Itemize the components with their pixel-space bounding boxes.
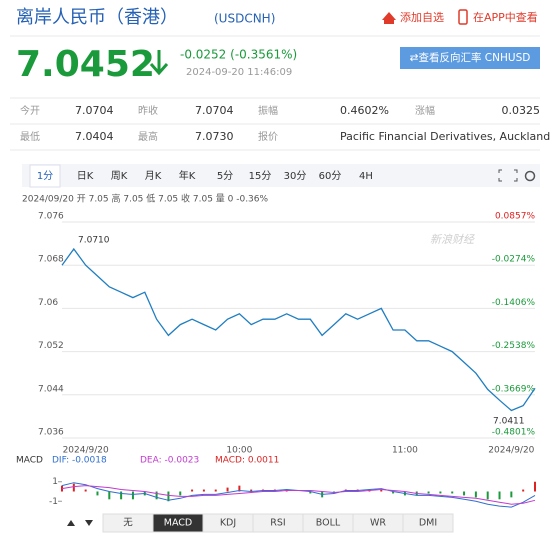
tab-selected[interactable] <box>29 164 61 188</box>
reverse-button-label[interactable]: ⇄查看反向汇率 CNHUSD <box>410 51 531 64</box>
indicator-tab-label[interactable]: MACD <box>164 518 192 529</box>
stat-value: 7.0730 <box>195 130 234 143</box>
down-icon[interactable] <box>85 520 93 526</box>
change: -0.0252 (-0.3561%) <box>180 48 297 62</box>
tab[interactable]: 1分 <box>37 170 53 182</box>
stat-value: 7.0704 <box>75 104 114 117</box>
annotation: 7.0411 <box>493 417 525 427</box>
indicator-tab[interactable] <box>402 513 454 533</box>
y-tick-label: 1 <box>52 477 58 487</box>
price-line <box>61 247 536 412</box>
add-watchlist[interactable]: 添加自选 <box>400 10 444 24</box>
macd-chart: MACD DIF: -0.0018 DEA: -0.0023 MACD: 0.0011… <box>16 456 536 508</box>
tab[interactable]: 日K <box>77 171 94 182</box>
reverse-button[interactable] <box>400 47 540 69</box>
legend-entry: DIF: -0.0018 <box>52 456 107 466</box>
x-tick-label: 2024/9/20 <box>63 446 109 456</box>
open-app[interactable]: 在APP中查看 <box>473 10 538 24</box>
indicator-tab-label[interactable]: WR <box>370 518 386 529</box>
title: 离岸人民币（香港） <box>16 7 178 28</box>
x-tick-label: 10:00 <box>226 446 252 456</box>
settings-icon[interactable] <box>524 170 536 182</box>
info-line: 2024/09/20 开 7.05 高 7.05 低 7.05 收 7.05 量… <box>22 193 269 205</box>
stat-label: 振幅 <box>258 104 278 117</box>
stat-value: 7.0704 <box>195 104 234 117</box>
indicator-tab-label[interactable]: RSI <box>270 518 285 529</box>
tab[interactable]: 月K <box>145 170 162 182</box>
macd-line <box>61 485 536 505</box>
tab-strip <box>22 164 540 187</box>
watermark: 新浪财经 <box>430 233 475 246</box>
indicator-tab-label[interactable]: BOLL <box>316 518 341 529</box>
phone-icon <box>458 9 468 25</box>
stat-label: 涨幅 <box>415 104 435 117</box>
tab[interactable]: 30分 <box>284 170 307 182</box>
stat-value: 0.4602% <box>340 104 389 117</box>
y2-tick-label: -0.4801% <box>492 428 536 438</box>
y2-tick-label: -0.3669% <box>492 384 536 394</box>
stat-label: 最低 <box>20 130 40 143</box>
y2-tick-label: -0.2538% <box>492 341 536 351</box>
indicator-tabs: 无 MACD KDJ RSI BOLL WR DMI <box>102 513 454 533</box>
y-tick-label: 7.044 <box>38 384 64 394</box>
tab[interactable]: 4H <box>359 171 373 182</box>
stat-label: 今开 <box>20 104 40 117</box>
price-chart: 7.076 7.068 7.06 7.052 7.044 7.036 0.0857% -0.0… <box>38 212 536 456</box>
stat-value: Pacific Financial Derivatives, Auckland <box>340 130 550 143</box>
price: 7.0452 <box>16 44 155 85</box>
y-tick-label: 7.068 <box>38 255 64 265</box>
y-tick-label: 7.036 <box>38 428 64 438</box>
y-tick-label: 7.076 <box>38 212 64 222</box>
tab[interactable]: 15分 <box>249 170 272 182</box>
stat-label: 最高 <box>138 130 158 143</box>
legend-entry: MACD: 0.0011 <box>215 456 279 466</box>
indicator-tab-label[interactable]: KDJ <box>220 518 236 529</box>
stat-value: 7.0404 <box>75 130 114 143</box>
up-icon[interactable] <box>67 520 75 526</box>
y-tick-label: 7.052 <box>38 341 64 351</box>
stat-label: 报价 <box>258 130 278 143</box>
tab[interactable]: 5分 <box>217 170 233 182</box>
tab[interactable]: 60分 <box>319 170 342 182</box>
stat-value: 0.0325 <box>502 104 541 117</box>
y-tick-label: -1 <box>49 497 58 507</box>
indicator-tab-label[interactable]: DMI <box>419 518 437 529</box>
y-tick-label: 7.06 <box>38 298 58 308</box>
time: 2024-09-20 11:46:09 <box>186 67 292 78</box>
y2-tick-label: 0.0857% <box>495 212 535 222</box>
tab[interactable]: 年K <box>179 169 196 182</box>
fullscreen-icon[interactable] <box>498 169 518 182</box>
y2-tick-label: -0.1406% <box>492 298 536 308</box>
legend-entry: DEA: -0.0023 <box>140 456 199 466</box>
down-arrow <box>149 50 169 76</box>
watch-icon <box>382 12 396 24</box>
x-tick-label: 11:00 <box>392 446 418 456</box>
tab[interactable]: 周K <box>111 170 128 182</box>
code: (USDCNH) <box>214 12 275 26</box>
x-tick-label: 2024/9/20 <box>488 446 534 456</box>
indicator-tab-label[interactable]: 无 <box>123 518 133 529</box>
y2-tick-label: -0.0274% <box>492 255 536 265</box>
stat-label: 昨收 <box>138 104 158 117</box>
annotation: 7.0710 <box>78 236 110 246</box>
macd-title: MACD <box>16 456 43 466</box>
